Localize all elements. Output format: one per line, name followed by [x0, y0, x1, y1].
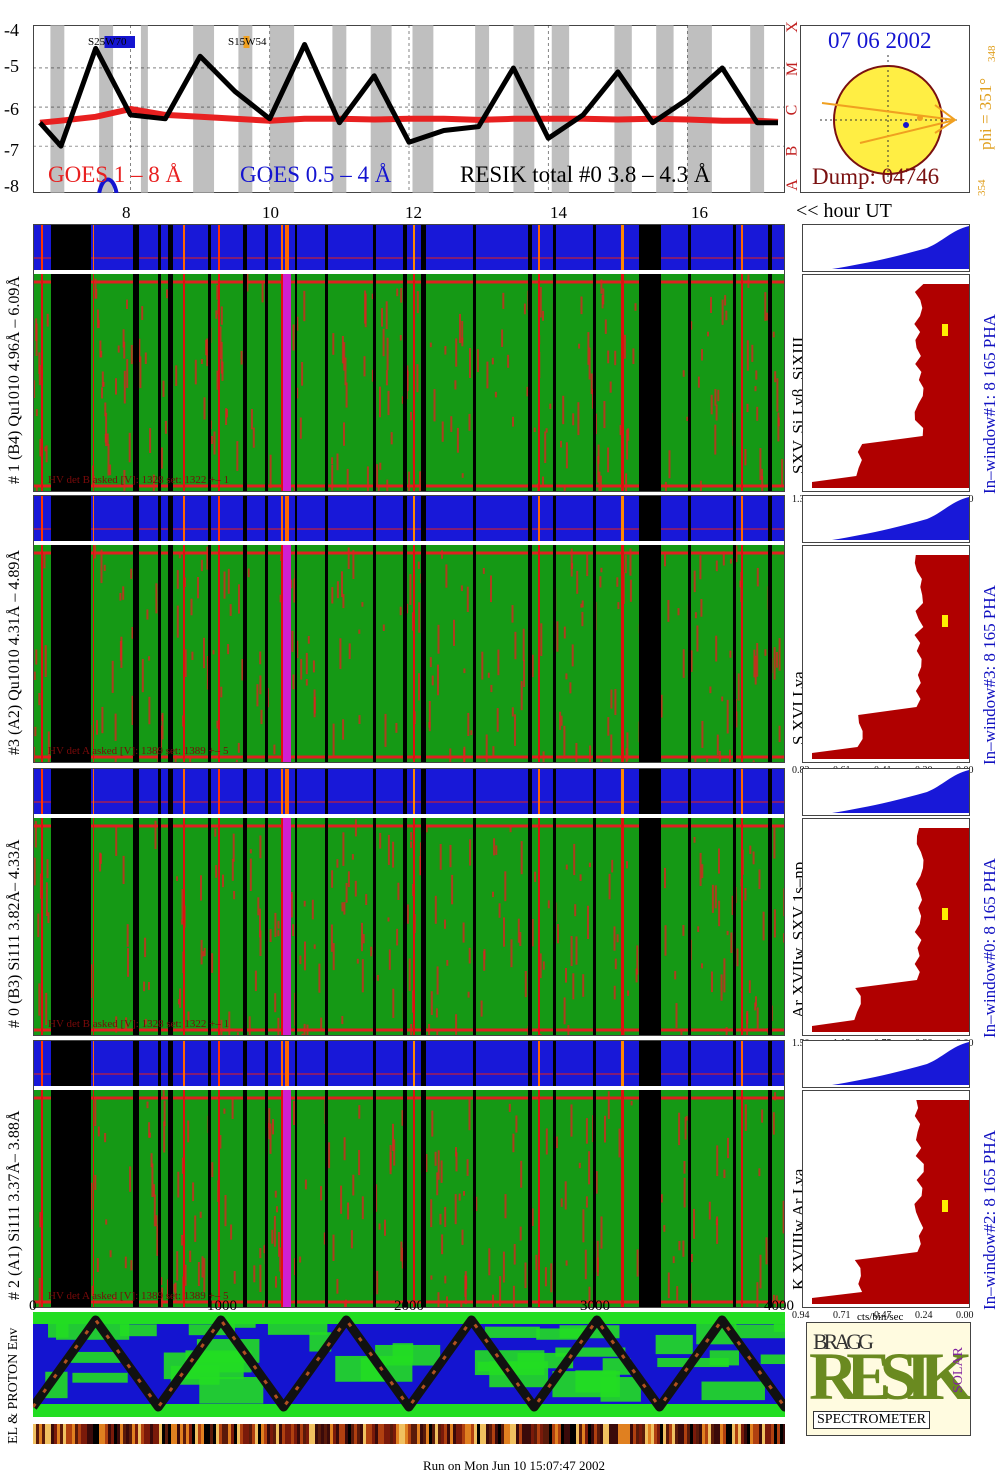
- pha-histogram: [802, 768, 970, 1036]
- goes-ytick: -8: [4, 176, 19, 196]
- channel-frame: [33, 495, 785, 763]
- bin-tick: 4000: [764, 1298, 794, 1314]
- channel-spectrum-image: [33, 274, 785, 492]
- channel-header-strip: [33, 768, 785, 816]
- channel-left-label: # 0 (B3) Si111 3.82Å– 4.33Å: [6, 839, 23, 1028]
- channel-frame: [33, 1040, 785, 1308]
- pha-histogram: [802, 224, 970, 492]
- channel-frame: [33, 224, 785, 492]
- footer-runtime: Run on Mon Jun 10 15:07:47 2002: [423, 1458, 606, 1473]
- logo-word: RESIK: [809, 1338, 970, 1414]
- sun-date: 07 06 2002: [828, 28, 932, 53]
- goes-class: C: [783, 104, 801, 116]
- logo-sub: SPECTROMETER: [813, 1411, 930, 1429]
- sun-panel: [800, 25, 970, 193]
- sun-disk: [820, 55, 960, 185]
- logo-solar: SOLAR: [951, 1347, 966, 1393]
- pha-tick: 0.94: [792, 1310, 810, 1321]
- channel-window-label: In–window#1: 8 165 PHA: [980, 314, 999, 494]
- pha-tick: 0.82: [792, 765, 810, 776]
- channel-left-label: # 2 (A1) Si111 3.37Å– 3.88Å: [6, 1110, 23, 1300]
- pha-tick: 0.71: [833, 1310, 851, 1321]
- pha-histogram: [802, 1040, 970, 1308]
- channel-spectrum-image: [33, 818, 785, 1036]
- legend-goes1: GOES 1 – 8 Å: [48, 162, 183, 187]
- channel-spectrum-image: [33, 545, 785, 763]
- channel-left-label: #3 (A2) Qu1010 4.31Å – 4.89Å: [6, 550, 23, 755]
- series-goes1-line: [39, 106, 779, 126]
- region-tag: S15W54: [228, 36, 267, 48]
- goes-xtick: 12: [405, 203, 422, 222]
- bin-tick: 1000: [207, 1298, 237, 1314]
- pha-tick: 1.32: [792, 494, 810, 505]
- channel-window-label: In–window#3: 8 165 PHA: [980, 585, 999, 765]
- env-strip: [33, 1424, 785, 1444]
- goes-ytick: -6: [4, 99, 19, 119]
- logo-bragg: BRAGG: [813, 1329, 874, 1354]
- pha-histogram: [802, 495, 970, 763]
- hv-status: HV det A asked [V]: 1389 set: 1389 +– 5: [48, 1290, 229, 1302]
- pha-tick: 0.24: [915, 1310, 933, 1321]
- goes-xtick: 14: [550, 203, 567, 222]
- legend-goes2: GOES 0.5 – 4 Å: [240, 162, 392, 187]
- channel-header-strip: [33, 495, 785, 543]
- channel-header-strip: [33, 224, 785, 272]
- env-label: EL & PROTON Env: [6, 1327, 21, 1444]
- hv-status: HV det A asked [V]: 1389 set: 1389 +– 5: [48, 745, 229, 757]
- goes-class: B: [783, 145, 801, 157]
- sun-phi-sub: 354: [976, 179, 988, 197]
- series-resik-line: [38, 42, 778, 149]
- hv-status: HV det B asked [V]: 1328 set: 1322 +– 1: [48, 474, 230, 486]
- goes-ytick: -4: [4, 20, 19, 40]
- sun-phi: phi = 351°: [976, 77, 995, 150]
- channel-spectrum-image: [33, 1090, 785, 1308]
- bin-tick: 0: [29, 1298, 37, 1314]
- pha-unit: cts/bin/sec: [857, 1311, 904, 1323]
- goes-xtick: 10: [262, 203, 279, 222]
- goes-ytick: -5: [4, 56, 19, 76]
- resik-logo: BRAGG RESIK SOLAR SPECTROMETER: [806, 1322, 971, 1436]
- series-goes2-line: [97, 177, 119, 193]
- region-tag: S25W70: [88, 36, 135, 48]
- bin-tick: 3000: [580, 1298, 610, 1314]
- sun-phi-sup: 348: [986, 45, 998, 63]
- pha-tick: 0.00: [956, 1310, 974, 1321]
- goes-ytick: -7: [4, 140, 19, 160]
- channel-window-label: In–window#2: 8 165 PHA: [980, 1130, 999, 1310]
- sun-dump: Dump: 04746: [812, 164, 940, 189]
- env-plot: [33, 1312, 785, 1417]
- pha-tick: 0.47: [874, 1310, 892, 1321]
- channel-left-label: # 1 (B4) Qu1010 4.96Å – 6.09Å: [6, 276, 23, 484]
- xaxis-label: << hour UT: [796, 200, 892, 222]
- legend-resik: RESIK total #0 3.8 – 4.3 Å: [460, 162, 711, 187]
- channel-window-label: In–window#0: 8 165 PHA: [980, 858, 999, 1038]
- channel-header-strip: [33, 1040, 785, 1088]
- goes-plot: [33, 25, 785, 193]
- hv-status: HV det B asked [V]: 1328 set: 1322 +– 1: [48, 1018, 230, 1030]
- goes-xtick: 8: [122, 203, 131, 222]
- pha-tick: 1.50: [792, 1038, 810, 1049]
- goes-xtick: 16: [691, 203, 708, 222]
- bin-tick: 2000: [394, 1298, 424, 1314]
- channel-frame: [33, 768, 785, 1036]
